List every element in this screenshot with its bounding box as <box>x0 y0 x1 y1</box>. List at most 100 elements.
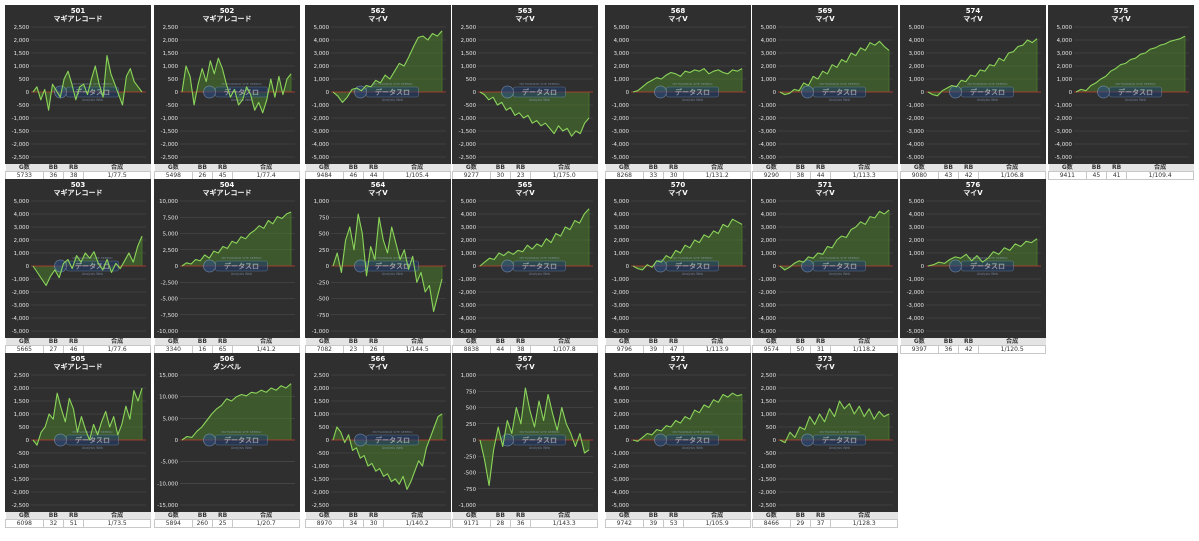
y-tick-label: 2,000 <box>461 238 477 244</box>
y-tick-label: -4,000 <box>907 316 925 322</box>
y-tick-label: 5,000 <box>14 199 30 205</box>
stats-table: G数 BB RB 合成 9574 50 31 1/118.2 <box>752 338 898 354</box>
y-tick-label: -1,000 <box>759 103 777 109</box>
series-area <box>780 41 889 95</box>
machine-number: 575 <box>1114 7 1129 15</box>
y-tick-label: -750 <box>464 487 477 493</box>
series-line <box>779 40 890 96</box>
header-combined: 合成 <box>232 338 300 346</box>
logo-caption: MUTSURIBAR SITE SEEEKO <box>221 430 262 434</box>
header-games: G数 <box>305 164 344 172</box>
logo-plate <box>961 260 1014 272</box>
machine-name: マイV <box>668 189 688 197</box>
y-tick-label: -1,000 <box>759 277 777 283</box>
y-tick-label: -2,000 <box>312 490 330 496</box>
stats-table: G数 BB RB 合成 5498 26 45 1/77.4 <box>154 164 300 180</box>
bb-value: 36 <box>937 345 959 354</box>
slot-panel-565: 5,000 4,000 3,000 2,000 1,000 0 -1,000 -2,000 -3… <box>452 179 598 354</box>
header-combined: 合成 <box>232 512 300 520</box>
logo-caption: MUTSURIBAR SITE SEEEKO <box>672 430 713 434</box>
series-line <box>927 38 1038 97</box>
line-chart: 5,000 4,000 3,000 2,000 1,000 0 -1,000 -2,000 -3… <box>605 179 751 338</box>
series-line <box>181 211 292 267</box>
y-tick-label: 250 <box>319 248 330 254</box>
y-tick-label: -1,500 <box>12 477 30 483</box>
logo-text: データスロ <box>522 88 557 97</box>
logo-text: データスロ <box>970 262 1005 271</box>
y-tick-label: -1,500 <box>459 129 477 135</box>
rb-value: 42 <box>957 345 980 354</box>
y-tick-label: 5,000 <box>163 232 179 238</box>
header-bb: BB <box>43 164 64 172</box>
y-tick-label: -5,000 <box>161 297 179 303</box>
y-tick-label: -1,000 <box>907 277 925 283</box>
machine-number: 573 <box>818 355 833 363</box>
header-games: G数 <box>305 338 344 346</box>
stats-table: G数 BB RB 合成 8970 34 30 1/140.2 <box>305 512 451 528</box>
y-tick-label: -1,500 <box>312 477 330 483</box>
stats-table: G数 BB RB 合成 5733 36 38 1/77.5 <box>5 164 151 180</box>
header-rb: RB <box>212 512 233 520</box>
y-tick-label: -15,000 <box>157 503 178 509</box>
y-tick-label: 2,500 <box>14 373 30 379</box>
header-games: G数 <box>5 512 44 520</box>
y-tick-label: -5,000 <box>907 329 925 335</box>
logo-text: データスロ <box>75 436 110 445</box>
header-rb: RB <box>63 338 84 346</box>
y-tick-label: -500 <box>17 103 30 109</box>
y-tick-label: 5,000 <box>761 199 777 205</box>
y-tick-label: 1,000 <box>461 251 477 257</box>
slot-panel-568: 5,000 4,000 3,000 2,000 1,000 0 -1,000 -2,000 -3… <box>605 5 751 180</box>
chart-background <box>452 5 598 164</box>
rb-value: 25 <box>211 519 234 528</box>
machine-number: 502 <box>220 7 235 15</box>
logo-text: データスロ <box>75 88 110 97</box>
logo-subtext: Analysis Web <box>382 272 403 276</box>
line-chart: 5,000 4,000 3,000 2,000 1,000 0 -1,000 -2,000 -3… <box>305 5 451 164</box>
header-games: G数 <box>900 338 939 346</box>
series-line <box>32 55 143 111</box>
logo-badge-icon <box>949 85 962 99</box>
y-tick-label: 1,000 <box>314 412 330 418</box>
machine-number: 503 <box>71 181 86 189</box>
y-tick-label: 0 <box>26 264 30 270</box>
y-tick-label: 0 <box>773 264 777 270</box>
y-tick-label: -5,000 <box>907 155 925 161</box>
logo-caption: MUTSURIBAR SITE SEEEKO <box>221 256 262 260</box>
bb-value: 28 <box>489 519 511 528</box>
header-rb: RB <box>958 338 979 346</box>
y-tick-label: 1,000 <box>761 251 777 257</box>
slot-panel-506: 15,000 10,000 5,000 0 -5,000 -10,000 -15,000 50… <box>154 353 300 528</box>
y-tick-label: 2,500 <box>314 373 330 379</box>
logo-subtext: Analysis Web <box>1125 98 1146 102</box>
logo-subtext: Analysis Web <box>382 98 403 102</box>
logo-caption: MUTSURIBAR SITE SEEEKO <box>72 430 113 434</box>
slot-panel-574: 5,000 4,000 3,000 2,000 1,000 0 -1,000 -2,000 -3… <box>900 5 1046 180</box>
header-combined: 合成 <box>830 338 898 346</box>
slot-panel-567: 1,000 750 500 250 0 -250 -500 -750 -1,000 567 マイV M… <box>452 353 598 528</box>
y-tick-label: 2,500 <box>14 25 30 31</box>
y-tick-label: -2,500 <box>459 155 477 161</box>
stats-table: G数 BB RB 合成 9171 28 36 1/143.3 <box>452 512 598 528</box>
y-tick-label: 0 <box>773 90 777 96</box>
header-rb: RB <box>810 164 831 172</box>
header-bb: BB <box>192 512 213 520</box>
line-chart: 5,000 4,000 3,000 2,000 1,000 0 -1,000 -2,000 -3… <box>900 179 1046 338</box>
logo-text: データスロ <box>822 262 857 271</box>
y-tick-label: 2,000 <box>461 38 477 44</box>
y-tick-label: -4,000 <box>759 142 777 148</box>
slot-panel-562: 5,000 4,000 3,000 2,000 1,000 0 -1,000 -2,000 -3… <box>305 5 451 180</box>
y-tick-label: 4,000 <box>461 212 477 218</box>
y-tick-label: -4,000 <box>907 142 925 148</box>
logo-subtext: Analysis Web <box>231 98 252 102</box>
header-combined: 合成 <box>683 164 751 172</box>
y-tick-label: -3,000 <box>612 303 630 309</box>
series-area <box>182 383 291 440</box>
slot-panel-572: 5,000 4,000 3,000 2,000 1,000 0 -1,000 -2,000 -3… <box>605 353 751 528</box>
